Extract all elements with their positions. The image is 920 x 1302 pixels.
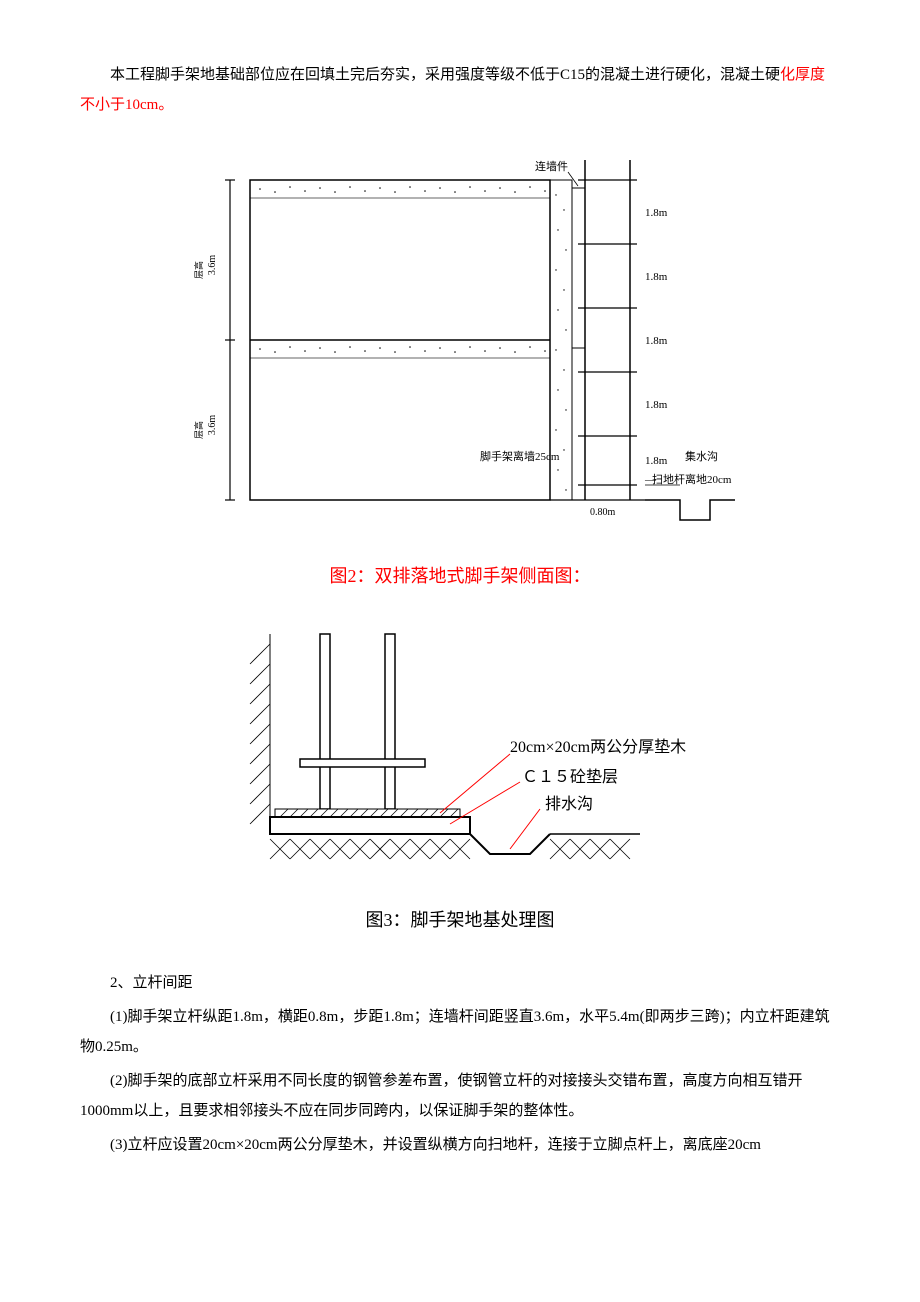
paragraph-2: (1)脚手架立杆纵距1.8m，横距0.8m，步距1.8m；连墙杆间距竖直3.6m… bbox=[80, 1002, 840, 1062]
slab2-dots bbox=[259, 346, 546, 353]
fig3-c15-label: Ｃ１５砼垫层 bbox=[522, 768, 618, 786]
fig2-h4: 1.8m bbox=[645, 399, 668, 411]
fig2-h1: 1.8m bbox=[645, 207, 668, 219]
fig2-h2: 1.8m bbox=[645, 271, 668, 283]
fig3-dianmu-label: 20cm×20cm两公分厚垫木 bbox=[510, 738, 686, 756]
fig2-h5: 1.8m bbox=[645, 455, 668, 467]
slab1-dots bbox=[259, 186, 546, 193]
para1-part-a: 本工程脚手架地基础部位应在回填土完后夯实，采用强度等级不低于C15的混凝土进行硬… bbox=[110, 67, 780, 83]
fig2-saodigan-txt: 扫地杆离地20cm bbox=[652, 472, 732, 486]
figure-3-caption: 图3：脚手架地基处理图 bbox=[80, 902, 840, 938]
fig2-w08: 0.80m bbox=[590, 507, 616, 518]
fig3-wall-hatch bbox=[250, 644, 270, 824]
paragraph-4: (3)立杆应设置20cm×20cm两公分厚垫木，并设置纵横方向扫地杆，连接于立脚… bbox=[80, 1130, 840, 1160]
fig2-lianqiangjian: 连墙件 bbox=[535, 159, 568, 173]
figure-2-caption: 图2：双排落地式脚手架侧面图： bbox=[80, 558, 840, 594]
fig2-liqiang-label: 脚手架离墙25cm bbox=[480, 449, 560, 463]
fig2-dim-38b: 3.6m bbox=[207, 415, 218, 436]
fig3-paishuigou-label: 排水沟 bbox=[545, 795, 593, 813]
fig2-dim-38a: 3.6m bbox=[207, 255, 218, 276]
figure-3-svg: 20cm×20cm两公分厚垫木 Ｃ１５砼垫层 排水沟 bbox=[210, 624, 710, 884]
paragraph-1: 本工程脚手架地基础部位应在回填土完后夯实，采用强度等级不低于C15的混凝土进行硬… bbox=[80, 60, 840, 120]
figure-2-svg: 3.6m 3.6m 层高 层高 脚手架离墙25cm bbox=[180, 140, 740, 540]
paragraph-3: (2)脚手架的底部立杆采用不同长度的钢管参差布置，使钢管立杆的对接接头交错布置，… bbox=[80, 1066, 840, 1126]
fig3-ground-hatch bbox=[270, 839, 630, 859]
fig2-cenggao-a: 层高 bbox=[193, 261, 204, 279]
section-2-title: 2、立杆间距 bbox=[80, 968, 840, 998]
fig2-jishuigou: 集水沟 bbox=[685, 449, 718, 463]
fig2-cenggao-b: 层高 bbox=[193, 421, 204, 439]
fig2-h3: 1.8m bbox=[645, 335, 668, 347]
column-dots bbox=[555, 194, 566, 490]
